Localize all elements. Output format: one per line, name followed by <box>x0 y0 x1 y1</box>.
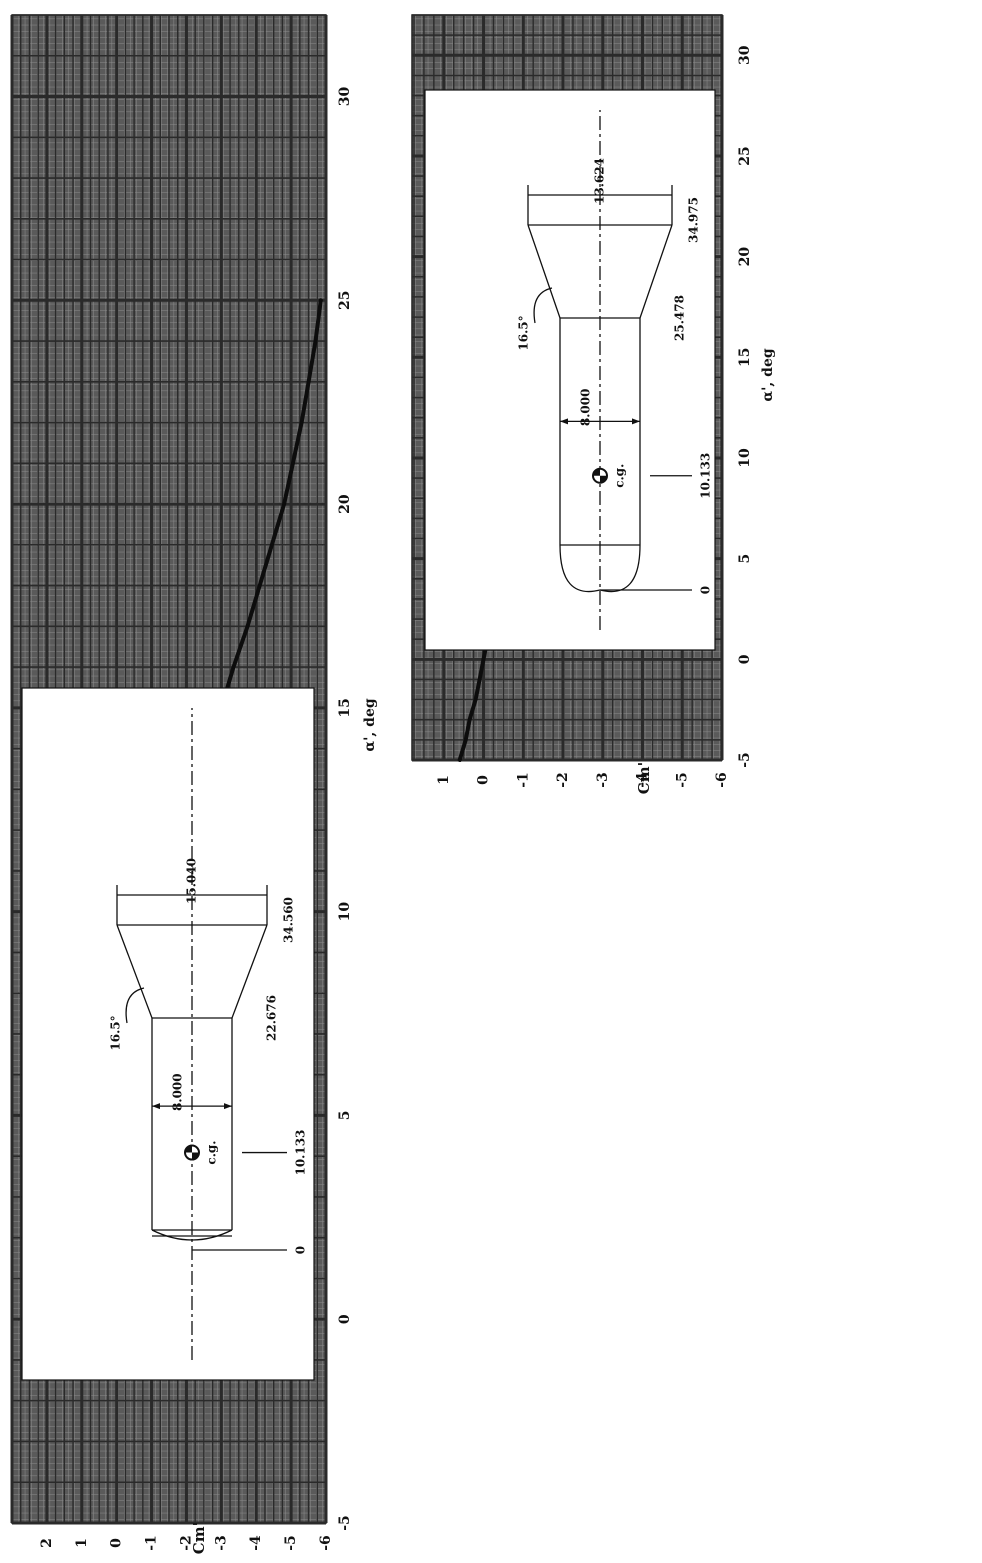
x-axis-label: α', deg <box>362 698 378 752</box>
base-station-label: 34.560 <box>282 897 296 943</box>
flare-angle-label: 16.5° <box>109 1015 123 1050</box>
y-tick-label: 1 <box>436 775 452 785</box>
y-tick-label: -4 <box>248 1535 264 1551</box>
data-point <box>314 339 317 342</box>
y-tick-label: 0 <box>476 775 492 785</box>
data-point <box>319 299 322 302</box>
cg-label: c.g. <box>205 1141 219 1165</box>
data-point <box>468 718 471 721</box>
y-axis-label: Cm' <box>635 762 653 794</box>
x-tick-label: 30 <box>337 87 353 107</box>
base-diameter-label: 15.040 <box>185 858 199 904</box>
inset-sketch: c.g. 0 10.133 25.478 34.975 8.000 13.624 16.5° <box>425 90 715 650</box>
y-tick-label: -5 <box>674 772 690 788</box>
y-tick-label: -6 <box>318 1535 334 1551</box>
base-station-label: 34.975 <box>687 197 701 243</box>
y-tick-label: -3 <box>595 772 611 788</box>
y-tick-label: -1 <box>144 1535 160 1551</box>
cg-station-label: 10.133 <box>294 1130 308 1176</box>
data-point <box>478 678 481 681</box>
inset-box <box>425 90 715 650</box>
x-tick-label: 30 <box>737 45 753 65</box>
nose-station-label: 0 <box>699 586 713 594</box>
y-axis-label: Cm' <box>190 1522 208 1554</box>
inset-sketch: c.g. 0 10.133 22.676 34.560 8.000 15.040 16.5° <box>22 688 314 1380</box>
data-point <box>232 666 235 669</box>
x-tick-label: 15 <box>337 698 353 717</box>
data-point <box>474 698 477 701</box>
shoulder-station-label: 25.478 <box>673 295 687 341</box>
x-tick-label: 5 <box>337 1111 353 1121</box>
diameter-label: 8.000 <box>171 1073 185 1111</box>
base-diameter-label: 13.624 <box>593 158 607 204</box>
x-tick-label: -5 <box>337 1515 353 1531</box>
y-tick-label: 0 <box>109 1538 125 1548</box>
x-tick-label: 0 <box>737 654 753 664</box>
data-point <box>307 380 310 383</box>
y-tick-label: 2 <box>39 1538 55 1548</box>
diameter-label: 8.000 <box>579 389 593 427</box>
cg-label: c.g. <box>613 464 627 488</box>
x-axis-label: α', deg <box>760 348 776 402</box>
x-tick-label: 15 <box>737 348 753 367</box>
x-tick-label: 20 <box>337 494 353 514</box>
data-point <box>246 625 249 628</box>
y-tick-label: -1 <box>515 772 531 788</box>
data-point <box>482 658 485 661</box>
y-tick-label: 1 <box>74 1538 90 1548</box>
data-point <box>464 738 467 741</box>
data-point <box>458 758 461 761</box>
nose-station-label: 0 <box>294 1246 308 1254</box>
x-tick-label: -5 <box>737 752 753 768</box>
y-tick-label: -6 <box>714 772 730 788</box>
x-tick-label: 0 <box>337 1314 353 1324</box>
flare-angle-label: 16.5° <box>517 315 531 350</box>
y-tick-label: -3 <box>213 1535 229 1551</box>
x-tick-label: 5 <box>737 554 753 564</box>
y-tick-label: -2 <box>555 772 571 788</box>
y-tick-label: -5 <box>283 1535 299 1551</box>
x-tick-label: 10 <box>737 448 753 468</box>
x-tick-label: 25 <box>337 291 353 310</box>
x-tick-label: 25 <box>737 146 753 165</box>
data-point <box>291 462 294 465</box>
data-point <box>283 502 286 505</box>
cg-station-label: 10.133 <box>699 453 713 499</box>
data-point <box>300 421 303 424</box>
data-point <box>270 543 273 546</box>
x-tick-label: 10 <box>337 902 353 922</box>
shoulder-station-label: 22.676 <box>265 995 279 1041</box>
data-point <box>258 584 261 587</box>
x-tick-label: 20 <box>737 247 753 267</box>
